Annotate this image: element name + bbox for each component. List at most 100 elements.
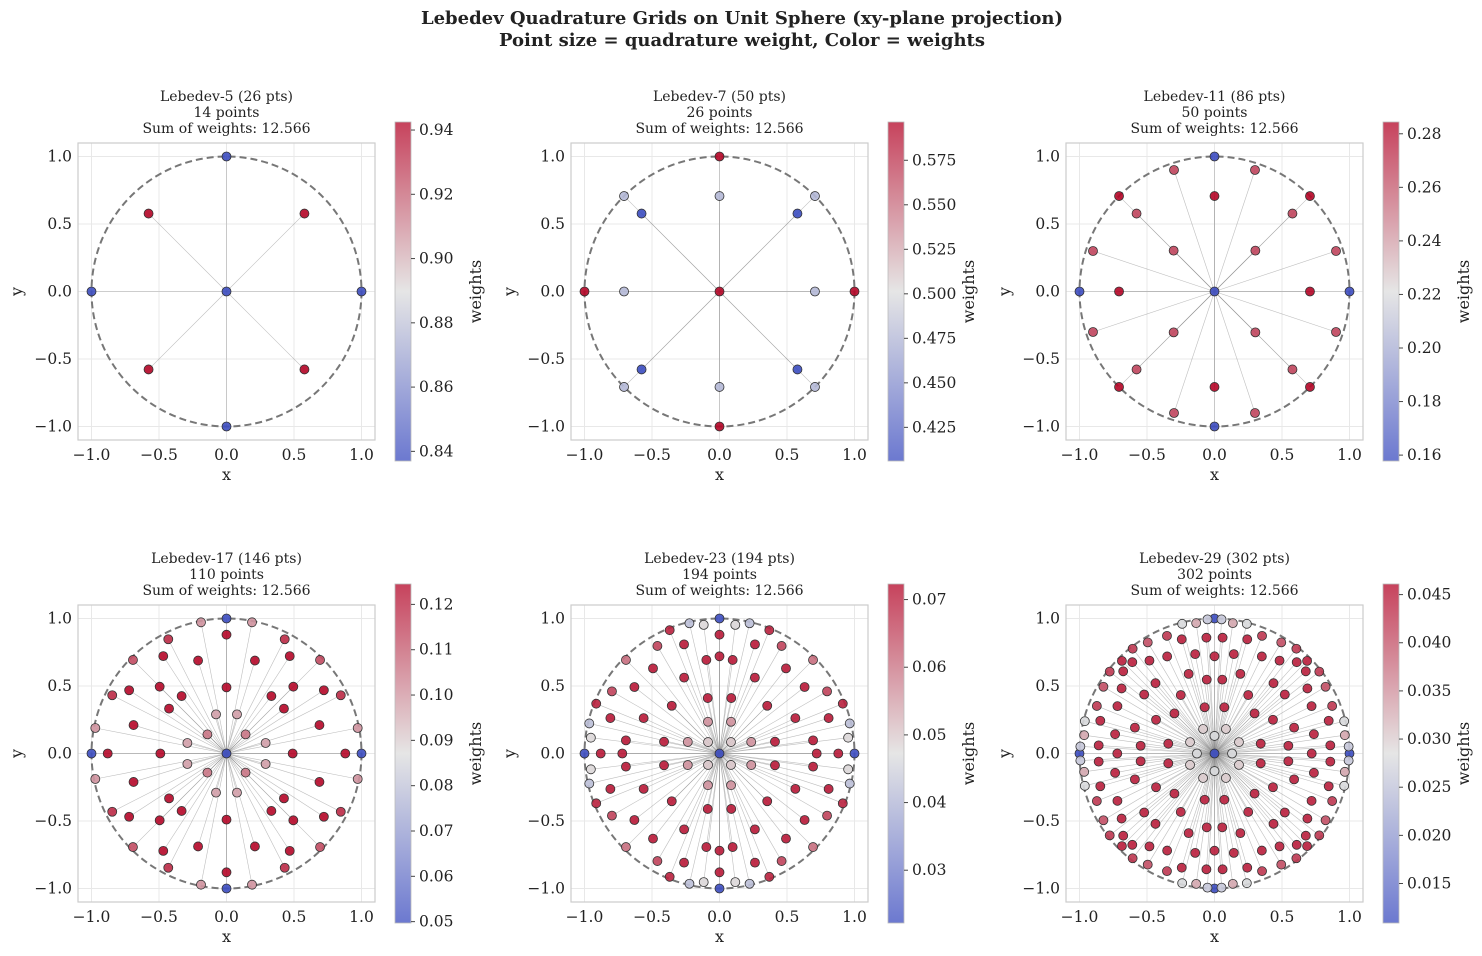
quadrature-point: [1190, 847, 1201, 858]
spoke-line: [719, 753, 849, 770]
quadrature-point: [1093, 740, 1104, 751]
quadrature-point: [701, 842, 712, 852]
colorbar-tick-label: 0.11: [419, 641, 454, 659]
colorbar-tick-label: 0.24: [1407, 232, 1442, 250]
quadrature-point: [1162, 845, 1173, 856]
x-tick-label: 0.0: [707, 446, 732, 464]
colorbar: [1382, 121, 1400, 462]
quadrature-point: [585, 732, 596, 743]
quadrature-point: [1256, 651, 1267, 662]
spoke-line: [1188, 673, 1215, 754]
quadrature-point: [591, 698, 602, 709]
quadrature-point: [1217, 864, 1228, 875]
quadrature-point: [746, 760, 757, 770]
quadrature-point: [1169, 408, 1179, 418]
spoke-line: [1166, 753, 1215, 872]
quadrature-point: [1302, 683, 1313, 694]
colorbar-tick-label: 0.07: [912, 591, 947, 609]
colorbar-tick-label: 0.425: [912, 418, 956, 436]
quadrature-point: [1241, 618, 1252, 629]
spoke-line: [1214, 662, 1297, 754]
y-tick-label: 0.5: [540, 215, 565, 233]
quadrature-point: [684, 878, 695, 889]
spoke-line: [1214, 623, 1234, 754]
spoke-line: [226, 753, 285, 868]
colorbar-label: weights: [1454, 722, 1473, 785]
quadrature-point: [158, 651, 169, 662]
axes-frame: [570, 604, 869, 903]
quadrature-point: [196, 879, 206, 890]
x-tick-label: −1.0: [73, 446, 111, 464]
quadrature-point: [726, 804, 737, 814]
quadrature-point: [1151, 782, 1161, 793]
quadrature-point: [1339, 780, 1350, 791]
quadrature-point: [1185, 737, 1195, 747]
quadrature-point: [1217, 822, 1228, 833]
quadrature-point: [1079, 730, 1090, 741]
quadrature-point: [1339, 766, 1350, 777]
spoke-line: [610, 753, 720, 790]
subplot-title-line2: 110 points: [189, 567, 264, 583]
quadrature-point: [221, 883, 232, 894]
subplot-title-line3: Sum of weights: 12.566: [142, 121, 310, 137]
quadrature-point: [579, 748, 590, 759]
quadrature-point: [318, 685, 329, 696]
colorbar-tick-label: 0.07: [419, 822, 454, 840]
quadrature-point: [762, 700, 773, 711]
colorbar-tick-label: 0.035: [1407, 682, 1451, 700]
x-tick-label: −0.5: [140, 446, 178, 464]
subplot-title-line3: Sum of weights: 12.566: [635, 121, 803, 137]
quadrature-point: [240, 767, 251, 778]
spoke-line: [181, 753, 227, 812]
quadrature-point: [247, 879, 257, 890]
x-tick-label: 1.0: [349, 908, 374, 926]
x-tick-label: 0.0: [1202, 908, 1227, 926]
quadrature-point: [1163, 758, 1174, 769]
spoke-line: [1214, 705, 1333, 754]
quadrature-point: [1202, 614, 1213, 625]
spoke-line: [132, 659, 227, 754]
quadrature-point: [1144, 841, 1155, 852]
spoke-line: [1214, 753, 1333, 802]
quadrature-point: [154, 681, 165, 692]
quadrature-point: [749, 824, 760, 835]
spoke-line: [610, 717, 720, 754]
spoke-line: [1100, 753, 1215, 787]
points: [579, 151, 860, 432]
quadrature-point: [750, 639, 760, 650]
quadrature-point: [1114, 382, 1124, 392]
quadrature-point: [679, 639, 689, 650]
spoke-line: [226, 659, 321, 754]
quadrature-point: [1191, 878, 1202, 889]
spoke-line: [226, 708, 285, 754]
spoke-line: [148, 291, 227, 370]
quadrature-point: [1185, 760, 1195, 770]
quadrature-point: [318, 811, 329, 822]
quadrature-point: [1300, 666, 1311, 677]
quadrature-point: [703, 716, 713, 727]
spoke-line: [1214, 753, 1320, 836]
quadrature-point: [843, 732, 854, 743]
y-tick-label: 1.0: [540, 148, 565, 166]
spoke-line: [719, 753, 770, 877]
spoke-line: [719, 644, 756, 754]
spoke-line: [1214, 705, 1312, 754]
spoke-line: [95, 727, 227, 754]
quadrature-point: [714, 286, 725, 297]
spoke-line: [596, 703, 720, 754]
quadrature-point: [1250, 245, 1261, 256]
quadrature-point: [154, 815, 165, 826]
spoke-line: [669, 753, 720, 877]
spoke-line: [1195, 623, 1215, 754]
y-tick-label: −1.0: [1022, 418, 1060, 436]
spoke-line: [719, 753, 736, 883]
spoke-line: [683, 753, 720, 830]
quadrature-point: [1114, 286, 1124, 297]
quadrature-point: [776, 856, 787, 866]
spokes: [91, 156, 362, 427]
quadrature-point: [1308, 729, 1319, 740]
quadrature-point: [1291, 853, 1302, 864]
quadrature-point: [1308, 767, 1319, 778]
spoke-line: [226, 753, 341, 812]
